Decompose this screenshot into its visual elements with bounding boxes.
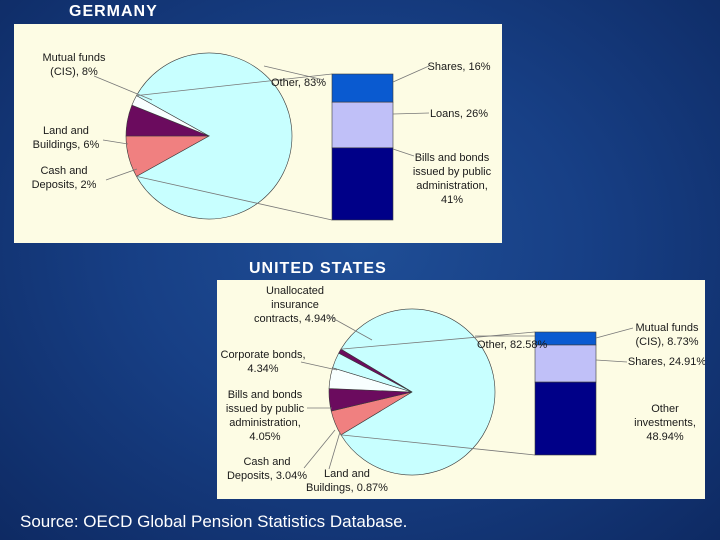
pie-slice-cash-and [131,95,210,137]
pie-label-mutual-funds: Mutual funds (CIS), 8% [43,52,106,78]
bar-segment-bills-and-bonds [331,147,394,221]
pie-label-corporate-bonds: Corporate bonds, 4.34% [221,349,306,375]
bar-segment-shares [331,73,394,103]
bar-label-bills-and-bonds: Bills and bonds issued by public administr… [413,152,492,206]
connector-line-top [340,331,536,350]
leader-line-cash-and [303,429,336,469]
pie-slice-other [340,308,496,476]
bar-label-mutual-funds: Mutual funds (CIS), 8.73% [636,322,699,348]
leader-line-shares [595,359,628,363]
germany-chart-svg: Other, 83% Mutual funds (CIS), 8% Land and B… [32,52,492,221]
germany-chart-panel: Other, 83% Mutual funds (CIS), 8% Land and B… [14,24,502,243]
pie-slice-other [136,52,293,220]
leader-line-unallocated [326,314,373,341]
leader-line-mutual-funds [595,327,634,339]
leader-line-corporate-bonds [300,361,338,371]
united-states-chart-panel: Other, 82.58% Unallocated insurance contrac… [217,280,705,499]
leader-line-mutual-funds [93,75,153,101]
leader-line-cash-and [105,168,138,181]
bar-segment-shares [534,344,597,383]
pie-label-land-and: Land and Buildings, 0.87% [306,468,388,494]
pie-label-cash-and: Cash and Deposits, 2% [32,165,97,191]
bar-label-other: Other investments, 48.94% [634,403,696,443]
bar-segment-other [534,381,597,456]
pie-label-unallocated: Unallocated insurance contracts, 4.94% [254,285,336,325]
bar-label-loans: Loans, 26% [430,108,488,120]
leader-line-land-and [328,431,341,470]
leader-line-other [263,65,325,81]
leader-line-loans [392,112,430,115]
pie-label-other: Other, 83% [271,77,326,89]
pie-slice-land-and [338,348,413,393]
pie-label-other: Other, 82.58% [477,339,548,351]
united-states-chart-svg: Other, 82.58% Unallocated insurance contrac… [221,285,706,494]
bar-segment-loans [331,101,394,149]
bar-label-shares: Shares, 24.91% [628,356,705,368]
leader-line-shares [392,65,430,83]
connector-line-bottom [340,434,536,456]
pie-label-cash-and: Cash and Deposits, 3.04% [227,456,307,482]
leader-line-bills-and-bonds [392,148,415,157]
pie-label-bills-and-bonds: Bills and bonds issued by public administr… [226,389,305,443]
connector-line-top [136,73,333,97]
chart-title-united-states: UNITED STATES [249,260,387,277]
connector-line-bottom [136,175,333,221]
leader-line-land-and [102,139,129,145]
pie-label-land-and: Land and Buildings, 6% [33,125,100,151]
chart-title-germany: GERMANY [69,3,158,20]
bar-label-shares: Shares, 16% [428,61,491,73]
source-note: Source: OECD Global Pension Statistics D… [20,512,408,531]
